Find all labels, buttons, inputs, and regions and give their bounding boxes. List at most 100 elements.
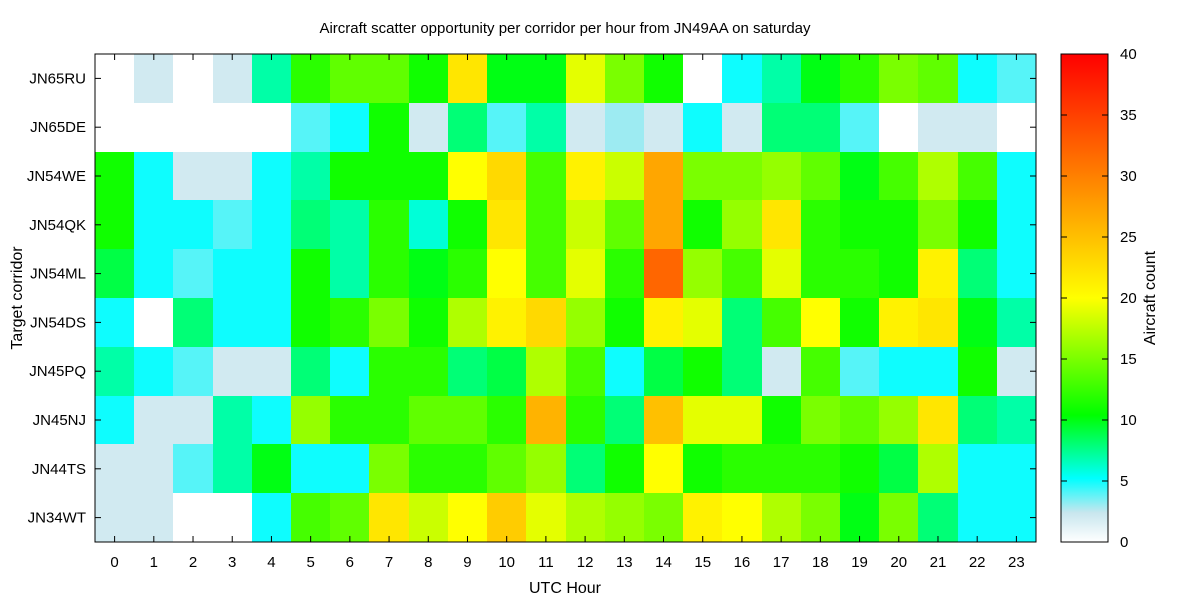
heatmap-cell bbox=[213, 347, 252, 396]
y-tick-label: JN65DE bbox=[30, 119, 86, 136]
heatmap-cell bbox=[840, 444, 879, 493]
heatmap-cell bbox=[879, 152, 918, 200]
heatmap-cell bbox=[252, 200, 291, 249]
heatmap-cell bbox=[252, 103, 291, 152]
heatmap-cell bbox=[762, 444, 801, 493]
x-tick-label: 3 bbox=[228, 554, 236, 571]
heatmap-cell bbox=[997, 396, 1036, 444]
heatmap-cell bbox=[213, 200, 252, 249]
heatmap-cell bbox=[487, 347, 526, 396]
heatmap-cell bbox=[801, 444, 840, 493]
heatmap-cell bbox=[683, 200, 722, 249]
heatmap-cell bbox=[213, 493, 252, 542]
heatmap-cell bbox=[213, 103, 252, 152]
heatmap-cell bbox=[409, 347, 448, 396]
heatmap-cell bbox=[330, 152, 369, 200]
heatmap-cell bbox=[213, 298, 252, 347]
heatmap-cell bbox=[997, 152, 1036, 200]
heatmap-cell bbox=[605, 493, 644, 542]
heatmap-cell bbox=[958, 200, 997, 249]
x-tick-label: 9 bbox=[463, 554, 471, 571]
heatmap-cell bbox=[683, 249, 722, 298]
heatmap-cell bbox=[644, 249, 683, 298]
heatmap-cell bbox=[644, 444, 683, 493]
heatmap-cell bbox=[918, 298, 958, 347]
heatmap-cell bbox=[762, 347, 801, 396]
heatmap-cell bbox=[95, 493, 134, 542]
heatmap-cell bbox=[173, 444, 213, 493]
heatmap-cell bbox=[762, 152, 801, 200]
colorbar-tick-label: 30 bbox=[1120, 168, 1137, 185]
heatmap-cell bbox=[644, 347, 683, 396]
heatmap-cell bbox=[291, 298, 330, 347]
x-tick-label: 23 bbox=[1008, 554, 1025, 571]
heatmap-cell bbox=[918, 493, 958, 542]
heatmap-cell bbox=[173, 298, 213, 347]
heatmap-cell bbox=[840, 493, 879, 542]
heatmap-cell bbox=[448, 347, 487, 396]
heatmap-cell bbox=[526, 347, 566, 396]
heatmap-cell bbox=[95, 152, 134, 200]
heatmap-cell bbox=[134, 396, 173, 444]
x-axis-label: UTC Hour bbox=[529, 580, 602, 597]
heatmap-cell bbox=[487, 54, 526, 103]
heatmap-cell bbox=[369, 54, 409, 103]
heatmap-cell bbox=[213, 444, 252, 493]
heatmap-cell bbox=[879, 54, 918, 103]
heatmap-cell bbox=[762, 298, 801, 347]
heatmap-cell bbox=[918, 347, 958, 396]
colorbar-tick-label: 20 bbox=[1120, 290, 1137, 307]
heatmap-cell bbox=[683, 152, 722, 200]
heatmap-cell bbox=[722, 200, 762, 249]
heatmap-cell bbox=[958, 298, 997, 347]
x-axis-ticks: 0 1 2 3 4 5 6 7 8 9 10 11 12 13 14 15 16 17 18 19 20 21 22 23 bbox=[110, 54, 1025, 571]
heatmap-cell bbox=[605, 249, 644, 298]
heatmap-cell bbox=[840, 54, 879, 103]
heatmap-cell bbox=[644, 493, 683, 542]
heatmap-cell bbox=[683, 103, 722, 152]
heatmap-cell bbox=[722, 249, 762, 298]
heatmap-cell bbox=[879, 396, 918, 444]
heatmap-cell bbox=[291, 200, 330, 249]
heatmap-cell bbox=[291, 396, 330, 444]
heatmap-cell bbox=[801, 298, 840, 347]
heatmap-cell bbox=[173, 152, 213, 200]
y-tick-label: JN34WT bbox=[28, 510, 86, 527]
heatmap-cell bbox=[330, 54, 369, 103]
x-tick-label: 1 bbox=[150, 554, 158, 571]
heatmap-cell bbox=[722, 396, 762, 444]
heatmap-cell bbox=[213, 396, 252, 444]
heatmap-cell bbox=[526, 54, 566, 103]
heatmap-cell bbox=[918, 152, 958, 200]
heatmap-cell bbox=[644, 200, 683, 249]
heatmap-cell bbox=[448, 54, 487, 103]
heatmap-cell bbox=[95, 103, 134, 152]
heatmap-cell bbox=[722, 347, 762, 396]
heatmap-cell bbox=[134, 249, 173, 298]
heatmap-cell bbox=[291, 54, 330, 103]
x-tick-label: 21 bbox=[930, 554, 947, 571]
x-tick-label: 17 bbox=[773, 554, 790, 571]
heatmap-cell bbox=[252, 444, 291, 493]
x-tick-label: 22 bbox=[969, 554, 986, 571]
heatmap-cell bbox=[291, 152, 330, 200]
heatmap-cell bbox=[605, 396, 644, 444]
heatmap-cell bbox=[134, 493, 173, 542]
heatmap-cell bbox=[997, 54, 1036, 103]
heatmap-cell bbox=[801, 347, 840, 396]
heatmap-cell bbox=[722, 54, 762, 103]
heatmap-cell bbox=[448, 152, 487, 200]
heatmap-cell bbox=[566, 103, 605, 152]
heatmap-cell bbox=[683, 347, 722, 396]
heatmap-cell bbox=[173, 103, 213, 152]
heatmap-cell bbox=[330, 493, 369, 542]
heatmap-cell bbox=[369, 249, 409, 298]
heatmap-cell bbox=[369, 200, 409, 249]
y-axis-ticks: JN65RU JN65DE JN54WE JN54QK JN54ML JN54DS JN45… bbox=[27, 70, 1036, 527]
heatmap-cell bbox=[762, 103, 801, 152]
heatmap-cell bbox=[683, 493, 722, 542]
heatmap-cell bbox=[409, 396, 448, 444]
heatmap-cell bbox=[173, 249, 213, 298]
heatmap-cell bbox=[958, 54, 997, 103]
